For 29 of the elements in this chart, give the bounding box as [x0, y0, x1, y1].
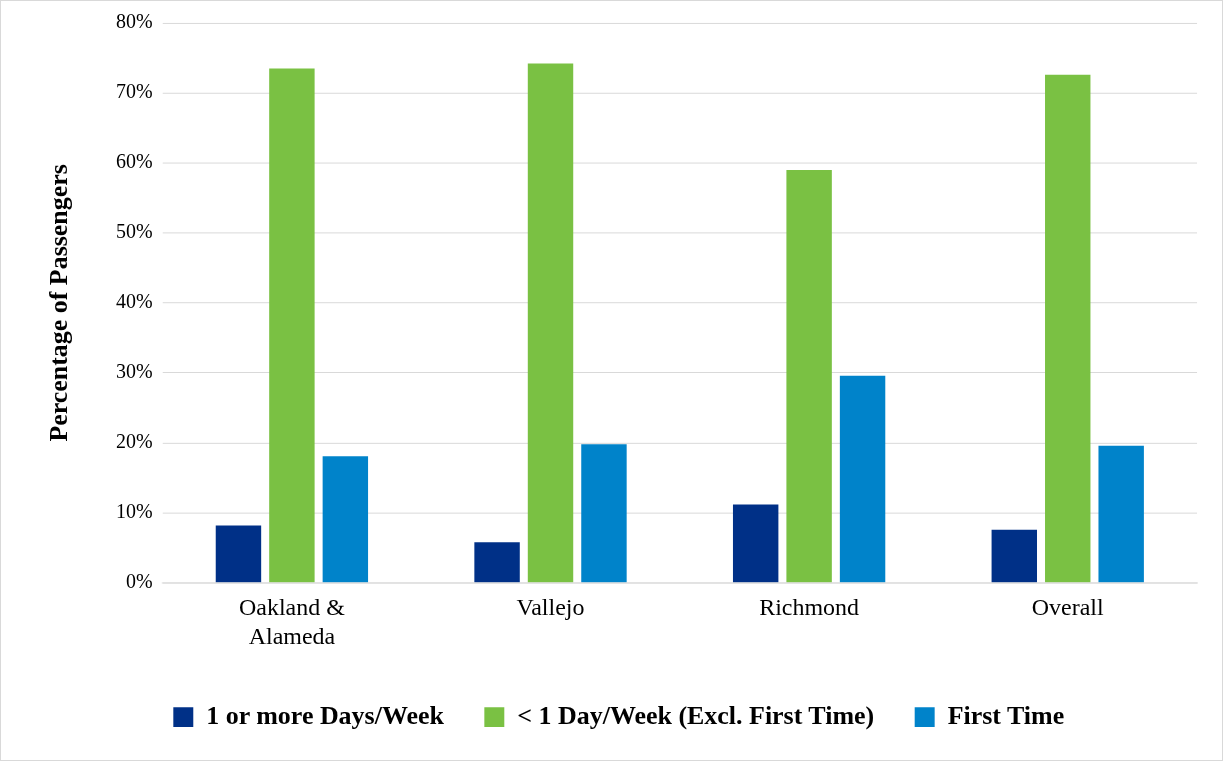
- bar: [839, 375, 886, 583]
- bar: [474, 542, 520, 583]
- x-tick-label: Vallejo: [516, 594, 585, 621]
- bar: [732, 504, 779, 583]
- y-tick-label: 80%: [116, 10, 153, 33]
- legend-label: First Time: [947, 700, 1065, 730]
- legend-label: 1 or more Days/Week: [206, 700, 445, 730]
- bar: [1045, 74, 1091, 583]
- y-tick-label: 70%: [116, 80, 153, 103]
- bar: [322, 456, 369, 583]
- x-tick-label: Oakland & Alameda: [239, 594, 346, 650]
- y-tick-label: 30%: [116, 360, 153, 383]
- x-tick-label: Richmond: [759, 594, 860, 621]
- y-tick-label: 40%: [116, 290, 153, 313]
- y-tick-label: 0%: [126, 570, 153, 593]
- bar: [527, 63, 574, 583]
- bar: [269, 68, 315, 583]
- y-tick-label: 50%: [116, 220, 153, 243]
- bar: [581, 444, 627, 583]
- y-axis-title: Percentage of Passengers: [44, 164, 74, 442]
- x-tick-label: Overall: [1031, 594, 1104, 621]
- legend-label: < 1 Day/Week (Excl. First Time): [517, 700, 875, 730]
- bar: [1098, 445, 1144, 583]
- bar: [991, 529, 1037, 583]
- y-tick-label: 20%: [116, 430, 153, 453]
- y-tick-label: 10%: [116, 500, 153, 523]
- bar: [786, 169, 832, 583]
- bar: [215, 525, 262, 583]
- y-tick-label: 60%: [116, 150, 153, 173]
